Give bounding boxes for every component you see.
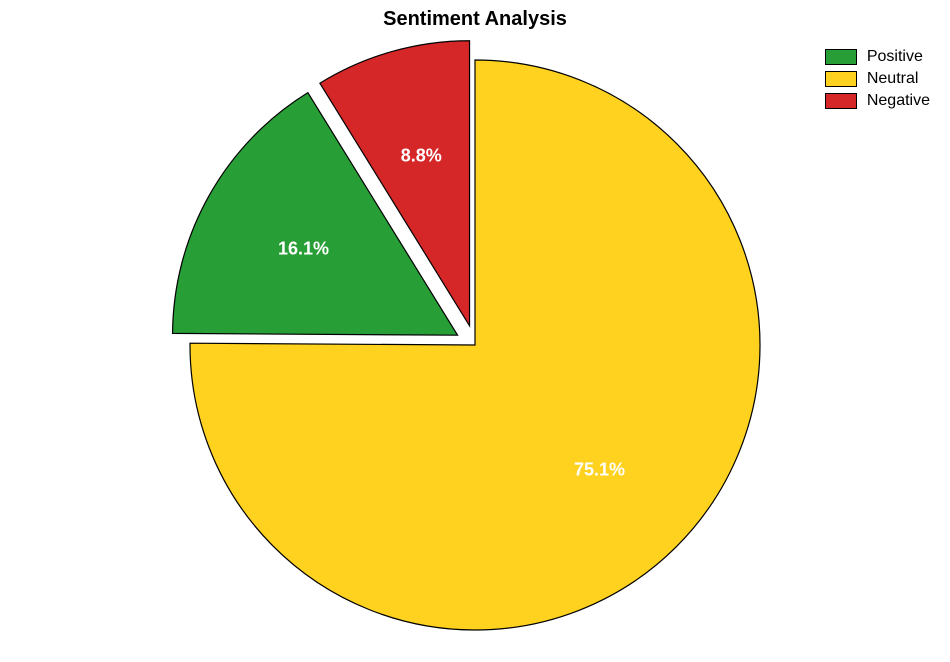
legend-label-negative: Negative <box>867 92 930 110</box>
sentiment-pie-chart: Sentiment Analysis PositiveNeutralNegati… <box>0 0 950 662</box>
legend-item-positive: Positive <box>825 48 930 66</box>
legend-label-neutral: Neutral <box>867 70 919 88</box>
pie-svg <box>0 0 950 662</box>
slice-label-negative: 8.8% <box>401 145 442 166</box>
slice-label-neutral: 75.1% <box>574 460 625 481</box>
legend-item-negative: Negative <box>825 92 930 110</box>
legend-swatch-positive <box>825 49 857 65</box>
legend-swatch-neutral <box>825 71 857 87</box>
legend: Positive Neutral Negative <box>825 48 930 114</box>
slice-label-positive: 16.1% <box>278 238 329 259</box>
legend-label-positive: Positive <box>867 48 923 66</box>
legend-swatch-negative <box>825 93 857 109</box>
legend-item-neutral: Neutral <box>825 70 930 88</box>
